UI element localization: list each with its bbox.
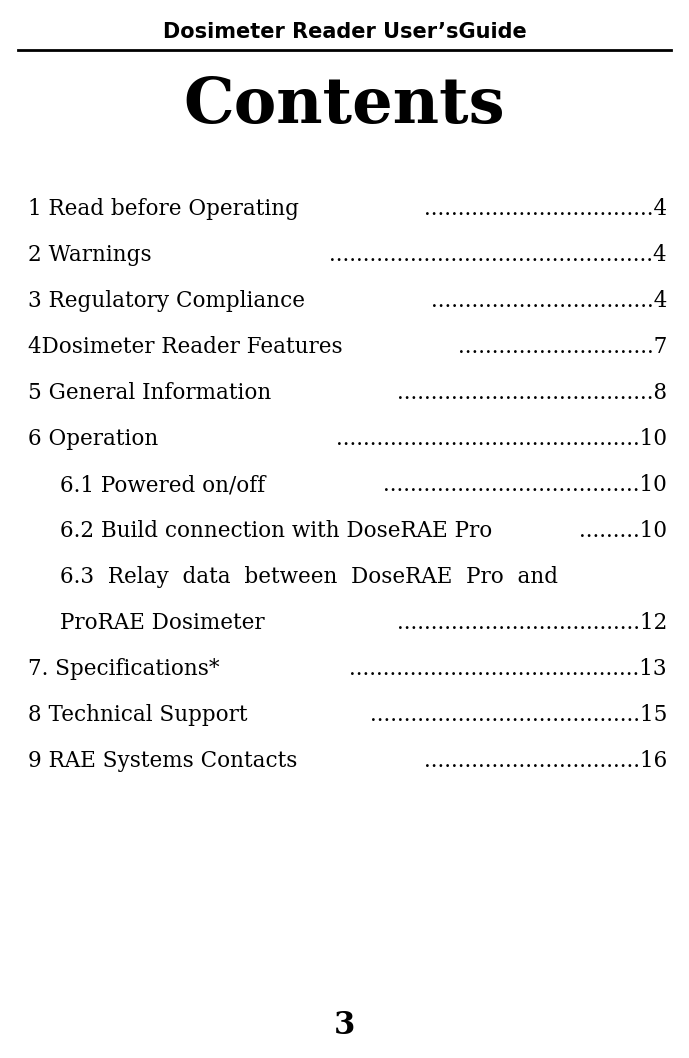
Text: 8 Technical Support: 8 Technical Support bbox=[28, 704, 247, 726]
Text: 3: 3 bbox=[333, 1010, 356, 1041]
Text: 6.3  Relay  data  between  DoseRAE  Pro  and: 6.3 Relay data between DoseRAE Pro and bbox=[60, 566, 558, 588]
Text: .............................................10: ........................................… bbox=[336, 428, 667, 450]
Text: 2 Warnings: 2 Warnings bbox=[28, 244, 152, 266]
Text: .........10: .........10 bbox=[579, 519, 667, 542]
Text: ..................................4: ..................................4 bbox=[424, 198, 667, 220]
Text: 9 RAE Systems Contacts: 9 RAE Systems Contacts bbox=[28, 750, 298, 772]
Text: ................................................4: ........................................… bbox=[329, 244, 667, 266]
Text: ......................................10: ......................................10 bbox=[383, 474, 667, 496]
Text: Contents: Contents bbox=[184, 75, 505, 136]
Text: 6.2 Build connection with DoseRAE Pro: 6.2 Build connection with DoseRAE Pro bbox=[60, 519, 492, 542]
Text: 4Dosimeter Reader Features: 4Dosimeter Reader Features bbox=[28, 336, 349, 358]
Text: 5 General Information: 5 General Information bbox=[28, 382, 278, 404]
Text: ProRAE Dosimeter: ProRAE Dosimeter bbox=[60, 612, 265, 634]
Text: 1 Read before Operating: 1 Read before Operating bbox=[28, 198, 306, 220]
Text: ................................16: ................................16 bbox=[424, 750, 667, 772]
Text: ...........................................13: ........................................… bbox=[349, 658, 667, 680]
Text: .............................7: .............................7 bbox=[457, 336, 667, 358]
Text: ......................................8: ......................................8 bbox=[397, 382, 667, 404]
Text: ....................................12: ....................................12 bbox=[397, 612, 667, 634]
Text: 7. Specifications*: 7. Specifications* bbox=[28, 658, 227, 680]
Text: 6 Operation: 6 Operation bbox=[28, 428, 158, 450]
Text: Dosimeter Reader User’sGuide: Dosimeter Reader User’sGuide bbox=[163, 22, 526, 42]
Text: 6.1 Powered on/off: 6.1 Powered on/off bbox=[60, 474, 272, 496]
Text: .................................4: .................................4 bbox=[431, 290, 667, 312]
Text: ........................................15: ........................................… bbox=[369, 704, 667, 726]
Text: 3 Regulatory Compliance: 3 Regulatory Compliance bbox=[28, 290, 305, 312]
